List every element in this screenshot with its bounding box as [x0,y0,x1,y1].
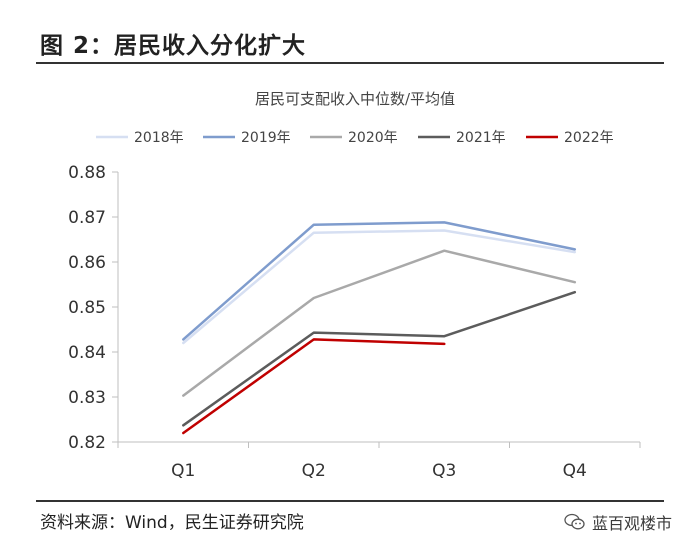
y-tick-label: 0.85 [68,298,106,318]
series-line-2019 [182,221,577,341]
x-tick-label: Q2 [302,461,326,481]
series-line-2021 [182,290,577,427]
series-line-2020 [182,249,577,397]
series-line-2018 [182,229,577,345]
legend-label: 2018年 [134,130,184,146]
y-tick-label: 0.87 [68,208,106,228]
legend-label: 2020年 [348,130,398,146]
watermark: 蓝百观楼市 [564,510,672,534]
watermark-text: 蓝百观楼市 [591,514,672,533]
y-tick-label: 0.83 [68,388,106,408]
legend: 2018年 2019年 2020年 2021年 2022年 [96,130,614,146]
top-rule [36,62,664,64]
line-chart: 居民可支配收入中位数/平均值 2018年 2019年 2020年 2021年 2022年… [68,90,641,481]
series-line-2022 [182,338,446,435]
x-tick-label: Q1 [171,461,195,481]
series-layer [182,221,577,435]
figure-title: 图 2：居民收入分化扩大 [40,33,307,59]
legend-label: 2019年 [241,130,291,146]
x-tick-label: Q3 [432,461,456,481]
source-note: 资料来源：Wind，民生证券研究院 [40,513,304,533]
y-tick-label: 0.82 [68,433,106,453]
legend-label: 2022年 [564,130,614,146]
bottom-rule [36,500,664,502]
legend-label: 2021年 [456,130,506,146]
y-tick-label: 0.86 [68,253,106,273]
chart-title: 居民可支配收入中位数/平均值 [255,90,455,108]
y-tick-label: 0.84 [68,343,106,363]
wechat-icon [564,513,585,530]
axes: 0.82 0.83 0.84 0.85 0.86 0.87 0.88 Q1 Q2 Q3 Q4 [68,163,641,481]
x-tick-label: Q4 [563,461,587,481]
y-tick-label: 0.88 [68,163,106,183]
